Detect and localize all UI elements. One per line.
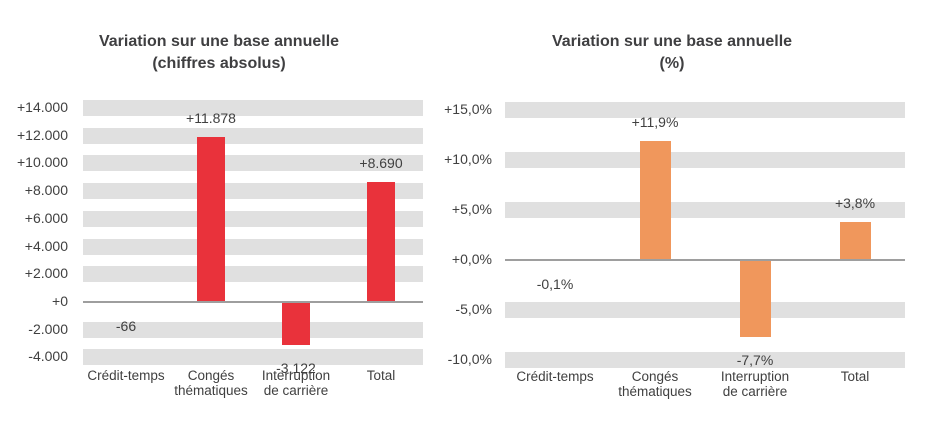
left-chart-title-line2: (chiffres absolus) [152, 55, 286, 72]
left-chart-gridline-band [83, 239, 423, 255]
left-chart-y-tick-label: -4.000 [28, 348, 68, 364]
left-chart-x-category-label-conges-thematiques: Congés thématiques [156, 368, 266, 398]
left-chart-x-category-label-line: Total [366, 368, 396, 383]
left-chart-bar-conges-thematiques [197, 137, 225, 302]
left-chart-x-category-label-total: Total [326, 368, 436, 383]
right-chart-x-axis-line [505, 259, 905, 261]
left-chart-y-tick-label: +10.000 [17, 154, 68, 170]
right-chart-x-category-label-total: Total [800, 369, 910, 384]
left-chart-x-axis-line [83, 301, 423, 303]
left-chart-x-category-label-line: Congés [187, 368, 235, 383]
right-chart-x-category-label-credit-temps: Crédit-temps [500, 369, 610, 384]
right-chart-x-category-label-line: Congés [631, 369, 679, 384]
left-chart-gridline-band [83, 100, 423, 116]
left-chart-y-tick-label: +0 [52, 293, 68, 309]
left-chart-y-tick-label: +14.000 [17, 99, 68, 115]
right-chart-x-category-label-line: Interruption [720, 369, 790, 384]
right-chart-y-tick-label: +0,0% [451, 251, 492, 267]
left-chart-y-tick-label: +12.000 [17, 127, 68, 143]
left-chart-data-label-interruption-de-carriere: -3.122 [276, 360, 316, 376]
left-chart-data-label-total: +8.690 [359, 155, 403, 171]
right-chart-x-category-label-line: Crédit-temps [516, 369, 594, 384]
right-chart-gridline-band [505, 352, 905, 368]
right-chart-gridline-band [505, 202, 905, 218]
left-chart-data-label-credit-temps: -66 [115, 318, 137, 334]
right-chart-x-category-label-line: de carrière [722, 384, 788, 399]
left-chart-gridline-band [83, 211, 423, 227]
left-chart-y-tick-label: -2.000 [28, 321, 68, 337]
right-chart-x-category-label-interruption-de-carriere: Interruption de carrière [700, 369, 810, 399]
left-chart-gridline-band [83, 322, 423, 338]
left-chart-x-category-label-line: Interruption [261, 368, 331, 383]
right-chart-x-category-label-line: thématiques [618, 384, 692, 399]
right-chart-bar-interruption-de-carriere [740, 260, 771, 337]
right-chart-title: Variation sur une base annuelle (%) [435, 31, 909, 75]
left-chart-bar-total [367, 182, 395, 302]
left-chart-y-tick-label: +6.000 [24, 210, 68, 226]
left-chart-y-tick-label: +2.000 [24, 265, 68, 281]
left-chart-bar-interruption-de-carriere [282, 302, 310, 345]
right-chart-x-category-label-line: Total [840, 369, 870, 384]
left-chart-y-tick-label: +4.000 [24, 238, 68, 254]
right-chart-data-label-credit-temps: -0,1% [536, 276, 574, 292]
right-chart-y-tick-label: +5,0% [451, 201, 492, 217]
right-chart-bar-total [840, 222, 871, 260]
left-chart-data-label-conges-thematiques: +11.878 [186, 110, 236, 126]
right-chart-title-line2: (%) [659, 55, 685, 72]
left-chart-x-category-label-interruption-de-carriere: Interruption de carrière [241, 368, 351, 398]
left-chart-x-category-label-credit-temps: Crédit-temps [71, 368, 181, 383]
right-chart-gridline-band [505, 302, 905, 318]
right-chart-data-label-conges-thematiques: +11,9% [631, 114, 679, 130]
left-chart-gridline-band [83, 155, 423, 171]
right-chart-title-line1: Variation sur une base annuelle [551, 33, 793, 50]
right-chart-y-tick-label: -5,0% [455, 301, 492, 317]
right-chart-gridline-band [505, 152, 905, 168]
left-chart-gridline-band [83, 349, 423, 365]
left-chart-y-tick-label: +8.000 [24, 182, 68, 198]
left-chart-x-category-label-line: Crédit-temps [87, 368, 165, 383]
left-chart-x-category-label-line: thématiques [174, 383, 248, 398]
left-chart-gridline-band [83, 183, 423, 199]
right-chart-y-tick-label: +10,0% [444, 151, 492, 167]
left-chart-title-line1: Variation sur une base annuelle [98, 33, 340, 50]
right-chart-gridline-band [505, 102, 905, 118]
left-chart-gridline-band [83, 128, 423, 144]
right-chart-x-category-label-conges-thematiques: Congés thématiques [600, 369, 710, 399]
left-chart-gridline-band [83, 266, 423, 282]
right-chart-data-label-total: +3,8% [834, 195, 876, 211]
right-chart-y-tick-label: -10,0% [447, 351, 492, 367]
left-chart-title: Variation sur une base annuelle (chiffre… [14, 31, 424, 75]
right-chart-y-tick-label: +15,0% [444, 101, 492, 117]
right-chart-bar-conges-thematiques [640, 141, 671, 260]
right-chart-data-label-interruption-de-carriere: -7,7% [736, 352, 774, 368]
left-chart-x-category-label-line: de carrière [263, 383, 329, 398]
